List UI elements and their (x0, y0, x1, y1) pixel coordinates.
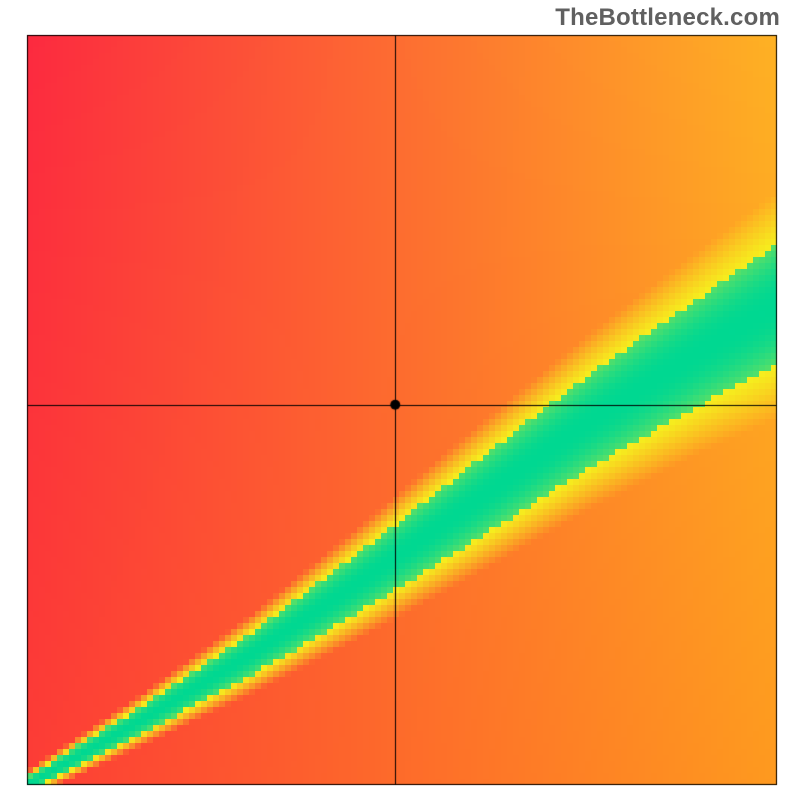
watermark-text: TheBottleneck.com (555, 4, 780, 32)
chart-container: TheBottleneck.com (0, 0, 800, 800)
overlay-canvas (0, 0, 800, 800)
